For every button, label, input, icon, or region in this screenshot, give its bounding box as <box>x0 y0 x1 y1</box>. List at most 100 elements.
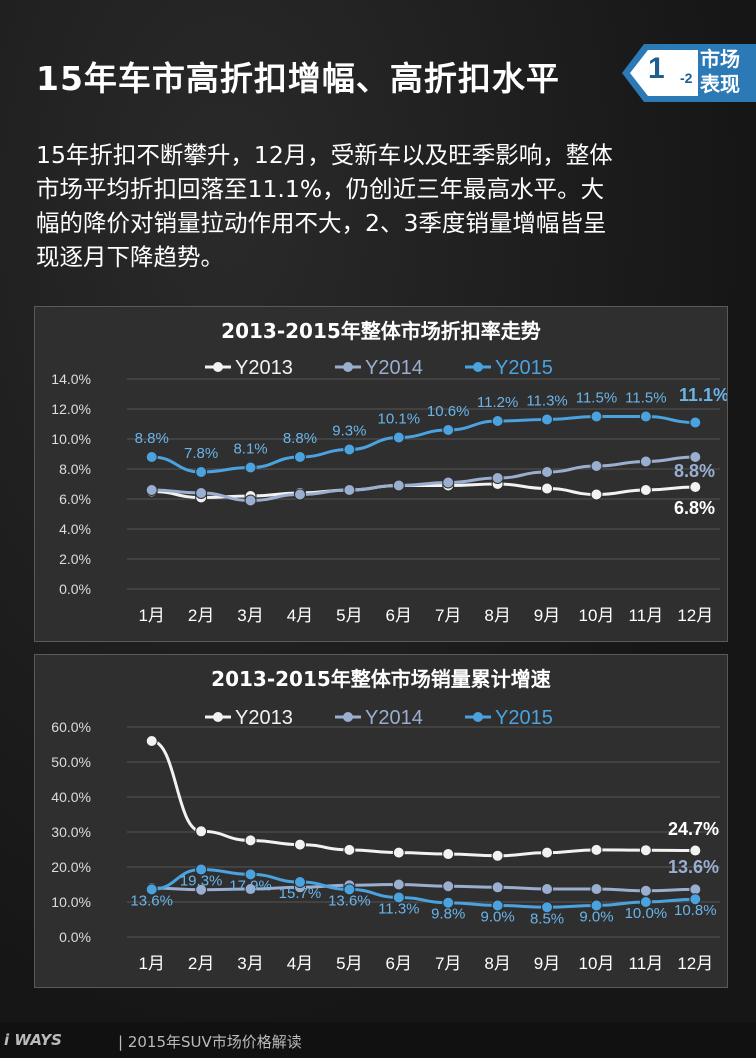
data-point-y2015 <box>392 431 405 444</box>
x-tick-label: 3月 <box>237 954 263 973</box>
y-tick-label: 8.0% <box>59 461 91 477</box>
data-point-y2015 <box>590 410 603 423</box>
legend-swatch-marker <box>213 712 223 722</box>
footer-text: | 2015年SUV市场价格解读 <box>118 1033 302 1051</box>
data-point-y2013 <box>491 849 504 862</box>
data-label: 13.6% <box>130 892 173 909</box>
legend-swatch-marker <box>473 362 483 372</box>
x-tick-label: 12月 <box>677 606 713 625</box>
badge-subnumber: -2 <box>680 70 693 86</box>
data-label: 11.3% <box>378 900 419 917</box>
data-point-y2014 <box>392 878 405 891</box>
data-label: 24.7% <box>668 819 719 839</box>
data-point-y2014 <box>293 488 306 501</box>
y-tick-label: 0.0% <box>59 581 91 597</box>
data-point-y2014 <box>491 472 504 484</box>
x-tick-label: 6月 <box>386 606 412 625</box>
data-point-y2015 <box>145 883 158 896</box>
badge-number: 1 <box>648 52 665 85</box>
badge-shape <box>622 44 756 102</box>
data-label: 11.5% <box>625 390 666 407</box>
data-point-y2014 <box>343 484 356 496</box>
data-point-y2013 <box>590 488 603 501</box>
data-point-y2014 <box>244 494 257 507</box>
x-tick-label: 11月 <box>629 954 664 973</box>
data-point-y2015 <box>343 443 356 456</box>
data-point-y2013 <box>293 838 306 851</box>
y-tick-label: 12.0% <box>51 401 91 417</box>
x-tick-label: 8月 <box>484 954 510 973</box>
data-point-y2015 <box>541 413 554 426</box>
x-tick-label: 12月 <box>677 954 713 973</box>
data-point-y2014 <box>195 487 208 499</box>
data-point-y2015 <box>639 896 652 908</box>
data-label: 10.6% <box>427 403 470 420</box>
legend-swatch-marker <box>473 712 483 722</box>
x-tick-label: 9月 <box>534 606 560 625</box>
section-badge: 1 -2 市场 表现 <box>618 40 756 106</box>
intro-line: 市场平均折扣回落至11.1%，仍创近三年最高水平。大 <box>36 175 605 203</box>
x-tick-label: 10月 <box>578 954 614 973</box>
x-tick-label: 1月 <box>138 954 164 973</box>
y-tick-label: 40.0% <box>51 789 91 805</box>
footer-logo: i WAYS <box>4 1031 62 1049</box>
legend-swatch-marker <box>343 362 353 372</box>
data-point-y2014 <box>442 476 455 489</box>
data-point-y2015 <box>392 891 405 904</box>
footer-bar: i WAYS | 2015年SUV市场价格解读 <box>0 1022 756 1058</box>
data-point-y2014 <box>541 883 554 896</box>
data-label: 13.6% <box>328 892 371 909</box>
data-label: 9.0% <box>579 909 613 926</box>
x-tick-label: 11月 <box>629 606 664 625</box>
data-point-y2013 <box>244 834 257 847</box>
data-point-y2014 <box>145 484 158 496</box>
data-label: 11.1% <box>679 385 727 405</box>
x-tick-label: 1月 <box>138 606 164 625</box>
data-point-y2015 <box>244 461 257 474</box>
y-tick-label: 30.0% <box>51 824 91 840</box>
y-tick-label: 60.0% <box>51 719 91 735</box>
x-tick-label: 9月 <box>534 954 560 973</box>
data-point-y2015 <box>491 899 504 912</box>
legend-swatch-marker <box>213 362 223 372</box>
data-point-y2013 <box>541 846 554 859</box>
data-point-y2015 <box>293 876 306 889</box>
x-tick-label: 2月 <box>188 954 214 973</box>
data-point-y2015 <box>244 868 257 881</box>
y-tick-label: 20.0% <box>51 859 91 875</box>
discount-chart: 0.0% 2.0% 4.0% 6.0% 8.0% 10.0% 12.0% 14.0% 1月 2月 3… <box>51 357 727 625</box>
x-tick-label: 4月 <box>287 606 313 625</box>
discount-chart-panel: 2013-2015年整体市场折扣率走势 0.0% 2.0% 4.0% 6.0% 8.0%… <box>34 306 728 642</box>
legend-swatch-marker <box>343 712 353 722</box>
data-point-y2014 <box>689 451 702 463</box>
x-tick-label: 10月 <box>578 606 614 625</box>
data-point-y2015 <box>541 901 554 914</box>
data-point-y2015 <box>689 416 702 429</box>
legend-entry: Y2014 <box>365 707 423 729</box>
data-label: 11.5% <box>576 390 617 407</box>
y-tick-label: 4.0% <box>59 521 91 537</box>
data-point-y2015 <box>145 451 158 463</box>
data-point-y2014 <box>541 466 554 478</box>
data-label: 9.0% <box>481 909 515 926</box>
sales-chart-panel: 2013-2015年整体市场销量累计增速 0.0% 10.0% 20.0% 30.0%… <box>34 654 728 988</box>
data-point-y2015 <box>195 863 208 876</box>
data-label: 8.5% <box>530 910 564 927</box>
x-tick-label: 4月 <box>287 954 313 973</box>
data-label: 6.8% <box>674 498 715 518</box>
data-label: 7.8% <box>184 445 218 462</box>
data-point-y2013 <box>639 484 652 496</box>
data-point-y2014 <box>639 884 652 897</box>
data-point-y2015 <box>590 899 603 912</box>
x-tick-label: 5月 <box>336 954 362 973</box>
intro-line: 15年折扣不断攀升，12月，受新车以及旺季影响，整体 <box>36 141 613 169</box>
data-label: 17.9% <box>229 877 272 894</box>
data-point-y2015 <box>442 424 455 436</box>
data-label: 10.8% <box>674 902 717 919</box>
y-tick-label: 6.0% <box>59 491 91 507</box>
y-tick-label: 10.0% <box>51 894 91 910</box>
data-point-y2014 <box>590 883 603 896</box>
data-point-y2013 <box>639 844 652 857</box>
data-label: 8.1% <box>233 441 267 458</box>
x-tick-label: 3月 <box>237 606 263 625</box>
